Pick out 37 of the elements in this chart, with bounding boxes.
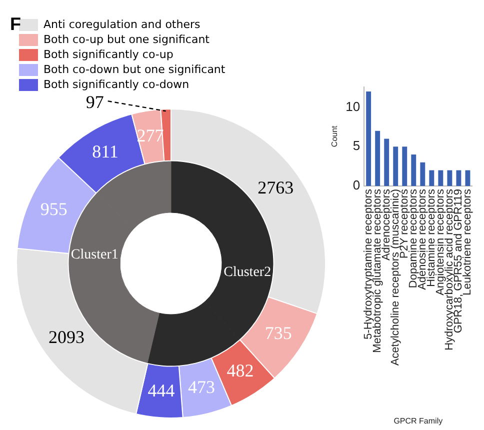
data-label: 473 bbox=[188, 377, 216, 398]
data-label: 97 bbox=[86, 92, 104, 112]
bar bbox=[411, 154, 416, 186]
legend-label: Both co-down but one significant bbox=[44, 62, 226, 76]
x-tick-label: Leukotriene receptors bbox=[462, 188, 474, 296]
legend-label: Both significantly co-up bbox=[44, 48, 174, 61]
x-axis-title: GPCR Family bbox=[394, 416, 443, 426]
y-tick-label: 0 bbox=[352, 178, 360, 193]
bar bbox=[456, 170, 462, 186]
data-label: 811 bbox=[92, 142, 118, 162]
data-label: 735 bbox=[264, 323, 292, 344]
data-label: Cluster1 bbox=[70, 247, 118, 262]
bar bbox=[465, 170, 470, 186]
y-axis-title: Count bbox=[330, 124, 340, 148]
data-label: 444 bbox=[148, 380, 175, 400]
data-label: Cluster2 bbox=[224, 265, 272, 280]
x-tick-label: Dopamine receptors bbox=[408, 188, 420, 288]
bar bbox=[420, 162, 426, 186]
legend-label: Both co-up but one significant bbox=[44, 32, 210, 46]
bar bbox=[429, 170, 434, 186]
text: F bbox=[10, 14, 21, 35]
legend-label: Anti coregulation and others bbox=[44, 18, 201, 31]
data-label: 955 bbox=[40, 199, 68, 220]
legend-label: Both significantly co-down bbox=[44, 78, 190, 91]
x-tick-label: Angiotensin receptors bbox=[434, 188, 447, 296]
y-tick-label: 5 bbox=[352, 138, 360, 154]
bar bbox=[375, 130, 380, 186]
data-label: 482 bbox=[226, 360, 254, 381]
data-label: 2093 bbox=[48, 327, 84, 348]
data-label: 2763 bbox=[258, 177, 294, 198]
bar bbox=[393, 146, 398, 186]
bar bbox=[402, 146, 408, 186]
bar bbox=[438, 170, 444, 186]
bar bbox=[366, 92, 372, 186]
y-tick-label: 10 bbox=[346, 98, 360, 114]
bar bbox=[384, 138, 390, 186]
bar bbox=[447, 170, 452, 186]
